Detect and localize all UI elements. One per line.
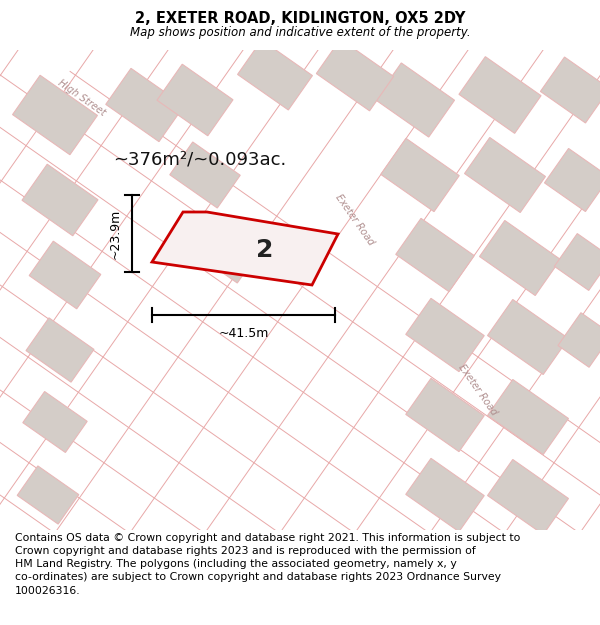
Text: 2: 2 (256, 238, 274, 262)
Polygon shape (558, 312, 600, 368)
Text: ~41.5m: ~41.5m (218, 327, 269, 340)
Polygon shape (381, 138, 459, 212)
Polygon shape (406, 298, 484, 372)
Polygon shape (29, 241, 101, 309)
Text: ~376m²/~0.093ac.: ~376m²/~0.093ac. (113, 151, 287, 169)
Polygon shape (238, 40, 313, 110)
Polygon shape (376, 63, 455, 137)
Text: 2, EXETER ROAD, KIDLINGTON, OX5 2DY: 2, EXETER ROAD, KIDLINGTON, OX5 2DY (135, 11, 465, 26)
Polygon shape (152, 212, 338, 285)
Polygon shape (488, 459, 568, 534)
Text: ~23.9m: ~23.9m (109, 208, 122, 259)
Text: Exeter Road: Exeter Road (334, 192, 376, 248)
Polygon shape (464, 138, 545, 212)
Polygon shape (406, 378, 484, 452)
Text: High Street: High Street (56, 78, 107, 118)
Polygon shape (23, 391, 87, 452)
Polygon shape (488, 299, 568, 374)
Polygon shape (26, 318, 94, 382)
Polygon shape (106, 68, 184, 142)
Polygon shape (17, 466, 79, 524)
Text: Exeter Road: Exeter Road (457, 362, 499, 418)
Polygon shape (406, 458, 484, 532)
Polygon shape (190, 217, 260, 283)
Polygon shape (316, 39, 394, 111)
Polygon shape (488, 379, 568, 454)
Text: Contains OS data © Crown copyright and database right 2021. This information is : Contains OS data © Crown copyright and d… (15, 533, 520, 596)
Polygon shape (479, 221, 560, 296)
Polygon shape (541, 57, 600, 123)
Text: Map shows position and indicative extent of the property.: Map shows position and indicative extent… (130, 26, 470, 39)
Polygon shape (157, 64, 233, 136)
Polygon shape (554, 234, 600, 291)
Polygon shape (544, 149, 600, 211)
Polygon shape (13, 75, 97, 155)
Polygon shape (22, 164, 98, 236)
Polygon shape (396, 218, 474, 292)
Polygon shape (170, 142, 240, 208)
Polygon shape (459, 57, 541, 133)
